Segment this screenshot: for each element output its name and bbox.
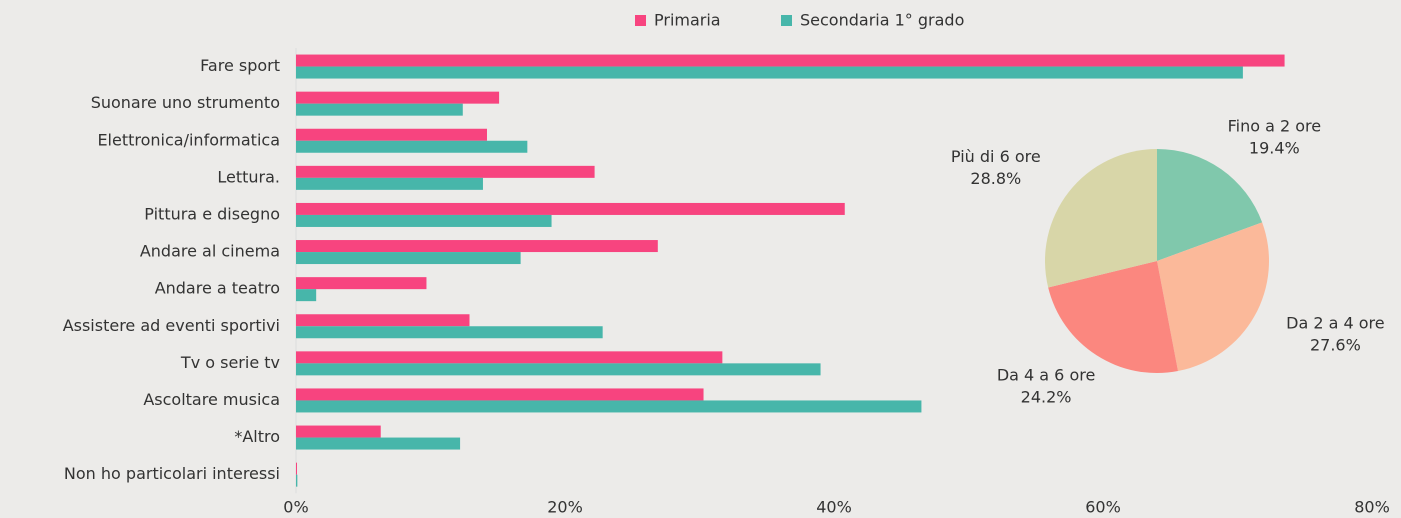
category-label: Ascoltare musica — [143, 390, 280, 409]
bar — [296, 462, 297, 475]
slice-value: 19.4% — [1249, 139, 1300, 158]
bar — [296, 240, 658, 253]
bar — [296, 363, 821, 376]
bar — [296, 128, 487, 141]
slice-value: 24.2% — [1021, 388, 1072, 407]
bar — [296, 202, 845, 215]
bar — [296, 388, 704, 401]
bar — [296, 140, 528, 153]
bar — [296, 214, 552, 227]
slice-label: Da 2 a 4 ore — [1286, 313, 1385, 332]
bar — [296, 400, 922, 413]
slice-label: Più di 6 ore — [951, 147, 1041, 166]
category-label: Pittura e disegno — [144, 204, 280, 223]
bar — [296, 351, 723, 364]
category-label: Non ho particolari interessi — [64, 464, 280, 483]
legend-label: Secondaria 1° grado — [800, 11, 964, 30]
category-label: Suonare uno strumento — [91, 93, 280, 112]
bar — [296, 425, 381, 438]
slice-label: Da 4 a 6 ore — [997, 366, 1096, 385]
bar — [296, 54, 1285, 67]
pie-slice — [1157, 222, 1269, 372]
x-tick-label: 60% — [1085, 498, 1121, 517]
x-tick-label: 80% — [1354, 498, 1390, 517]
category-label: Lettura. — [217, 167, 280, 186]
slice-label: Fino a 2 ore — [1228, 117, 1322, 136]
bar — [296, 437, 461, 450]
legend-swatch — [781, 15, 792, 26]
bar — [296, 66, 1243, 79]
bar — [296, 474, 298, 487]
bar — [296, 91, 500, 104]
bar — [296, 103, 463, 116]
category-label: Andare a teatro — [155, 279, 280, 298]
category-label: Fare sport — [200, 56, 280, 75]
bar — [296, 165, 595, 178]
bar — [296, 314, 470, 327]
category-label: Assistere ad eventi sportivi — [63, 316, 280, 335]
x-tick-label: 40% — [816, 498, 852, 517]
category-label: Andare al cinema — [140, 242, 280, 261]
slice-value: 27.6% — [1310, 335, 1361, 354]
category-label: Tv o serie tv — [180, 353, 280, 372]
slice-value: 28.8% — [970, 169, 1021, 188]
x-tick-label: 20% — [547, 498, 583, 517]
bar — [296, 326, 603, 339]
legend-label: Primaria — [654, 11, 721, 30]
category-label: Elettronica/informatica — [97, 130, 280, 149]
pie-slice — [1048, 261, 1178, 373]
bar — [296, 289, 317, 302]
category-label: *Altro — [234, 427, 280, 446]
pie-slice — [1045, 149, 1157, 288]
pie-slice — [1157, 149, 1263, 261]
legend-swatch — [635, 15, 646, 26]
bar — [296, 177, 483, 190]
x-tick-label: 0% — [283, 498, 308, 517]
bar — [296, 277, 427, 290]
bar — [296, 252, 521, 265]
